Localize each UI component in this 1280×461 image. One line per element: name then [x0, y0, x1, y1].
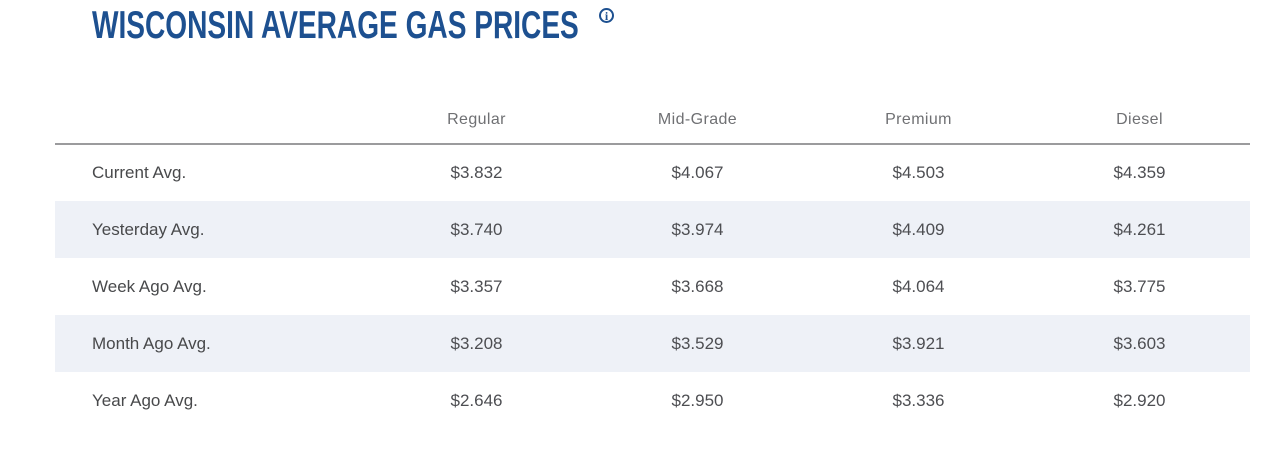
row-label: Year Ago Avg. — [92, 390, 198, 410]
price-cell: $3.357 — [450, 276, 503, 296]
price-cell: $4.064 — [892, 276, 945, 296]
row-label: Month Ago Avg. — [92, 333, 211, 353]
row-label: Week Ago Avg. — [92, 276, 207, 296]
row-label: Current Avg. — [92, 163, 187, 182]
table-row-yesterday-avg: Yesterday Avg. $3.740 $3.974 $4.409 $4.2… — [55, 201, 1250, 258]
price-cell: $2.920 — [1113, 390, 1166, 410]
price-cell: $3.603 — [1113, 333, 1166, 353]
price-cell: $3.740 — [450, 219, 503, 239]
price-cell: $3.775 — [1113, 276, 1166, 296]
page-title: WISCONSIN AVERAGE GAS PRICES — [92, 4, 579, 47]
row-label: Yesterday Avg. — [92, 219, 205, 239]
table-header-row: Regular Mid-Grade Premium Diesel — [55, 96, 1250, 145]
column-header-midgrade: Mid-Grade — [587, 96, 808, 145]
price-cell: $4.261 — [1113, 219, 1166, 239]
column-header-regular: Regular — [366, 96, 587, 145]
table-row-current-avg: Current Avg. $3.832 $4.067 $4.503 $4.359 — [55, 144, 1250, 201]
price-cell: $3.668 — [671, 276, 724, 296]
page-header: WISCONSIN AVERAGE GAS PRICES i — [92, 6, 768, 50]
price-cell: $4.503 — [892, 163, 945, 182]
column-header-blank — [55, 96, 366, 145]
price-cell: $3.336 — [892, 390, 945, 410]
info-icon[interactable]: i — [599, 8, 614, 23]
price-cell: $3.529 — [671, 333, 724, 353]
price-cell: $3.921 — [892, 333, 945, 353]
price-cell: $3.974 — [671, 219, 724, 239]
price-cell: $4.409 — [892, 219, 945, 239]
price-cell: $4.359 — [1113, 163, 1166, 182]
price-cell: $3.208 — [450, 333, 503, 353]
column-header-premium: Premium — [808, 96, 1029, 145]
column-header-diesel: Diesel — [1029, 96, 1250, 145]
price-cell: $2.950 — [671, 390, 724, 410]
price-cell: $3.832 — [450, 163, 503, 182]
price-cell: $2.646 — [450, 390, 503, 410]
gas-prices-table-container: Regular Mid-Grade Premium Diesel Current… — [55, 96, 1250, 429]
gas-prices-table: Regular Mid-Grade Premium Diesel Current… — [55, 96, 1250, 429]
price-cell: $4.067 — [671, 163, 724, 182]
table-row-week-ago-avg: Week Ago Avg. $3.357 $3.668 $4.064 $3.77… — [55, 258, 1250, 315]
table-row-month-ago-avg: Month Ago Avg. $3.208 $3.529 $3.921 $3.6… — [55, 315, 1250, 372]
table-row-year-ago-avg: Year Ago Avg. $2.646 $2.950 $3.336 $2.92… — [55, 372, 1250, 429]
